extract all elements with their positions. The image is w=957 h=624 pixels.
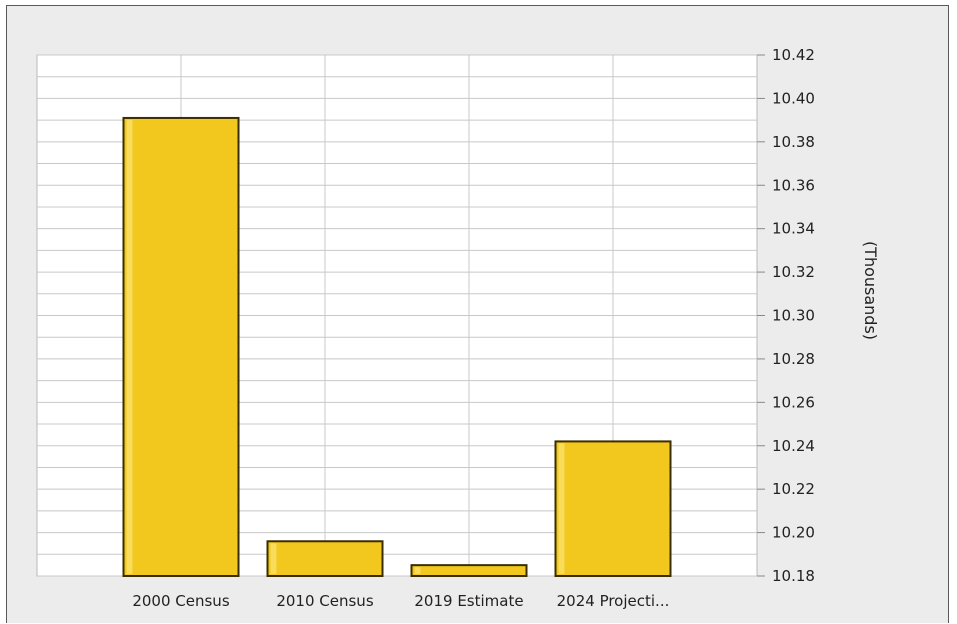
y-tick-label: 10.20 (772, 524, 815, 542)
y-tick-label: 10.18 (772, 567, 815, 585)
bar-highlight (414, 567, 421, 574)
y-tick-label: 10.36 (772, 176, 815, 194)
bar-chart: 10.18 10.20 10.22 10.24 10.26 10.28 10.30 10.32… (36, 46, 880, 610)
y-axis-ticks: 10.18 10.20 10.22 10.24 10.26 10.28 10.30 10.32… (757, 46, 815, 585)
x-category-label: 2010 Census (276, 592, 373, 610)
y-tick-label: 10.42 (772, 46, 815, 64)
x-category-label: 2019 Estimate (414, 592, 523, 610)
y-tick-label: 10.30 (772, 307, 815, 325)
y-tick-label: 10.34 (772, 220, 815, 238)
bars (122, 116, 672, 578)
y-tick-label: 10.24 (772, 437, 815, 455)
y-tick-label: 10.32 (772, 263, 815, 281)
x-category-label: 2000 Census (132, 592, 229, 610)
y-tick-label: 10.26 (772, 393, 815, 411)
bar[interactable] (410, 564, 528, 577)
chart-frame: 10.18 10.20 10.22 10.24 10.26 10.28 10.30 10.32… (6, 5, 949, 623)
bar[interactable] (266, 540, 384, 577)
x-axis-labels: 2000 Census 2010 Census 2019 Estimate 2024 … (132, 592, 669, 610)
bar[interactable] (122, 116, 240, 578)
y-tick-label: 10.40 (772, 89, 815, 107)
y-tick-label: 10.28 (772, 350, 815, 368)
bar-highlight (558, 443, 565, 574)
y-tick-label: 10.22 (772, 480, 815, 498)
bar-highlight (126, 119, 133, 575)
bar-highlight (270, 543, 277, 574)
y-axis-title: (Thousands) (861, 241, 880, 340)
x-category-label: 2024 Projecti... (557, 592, 670, 610)
bar[interactable] (554, 440, 672, 577)
y-tick-label: 10.38 (772, 133, 815, 151)
